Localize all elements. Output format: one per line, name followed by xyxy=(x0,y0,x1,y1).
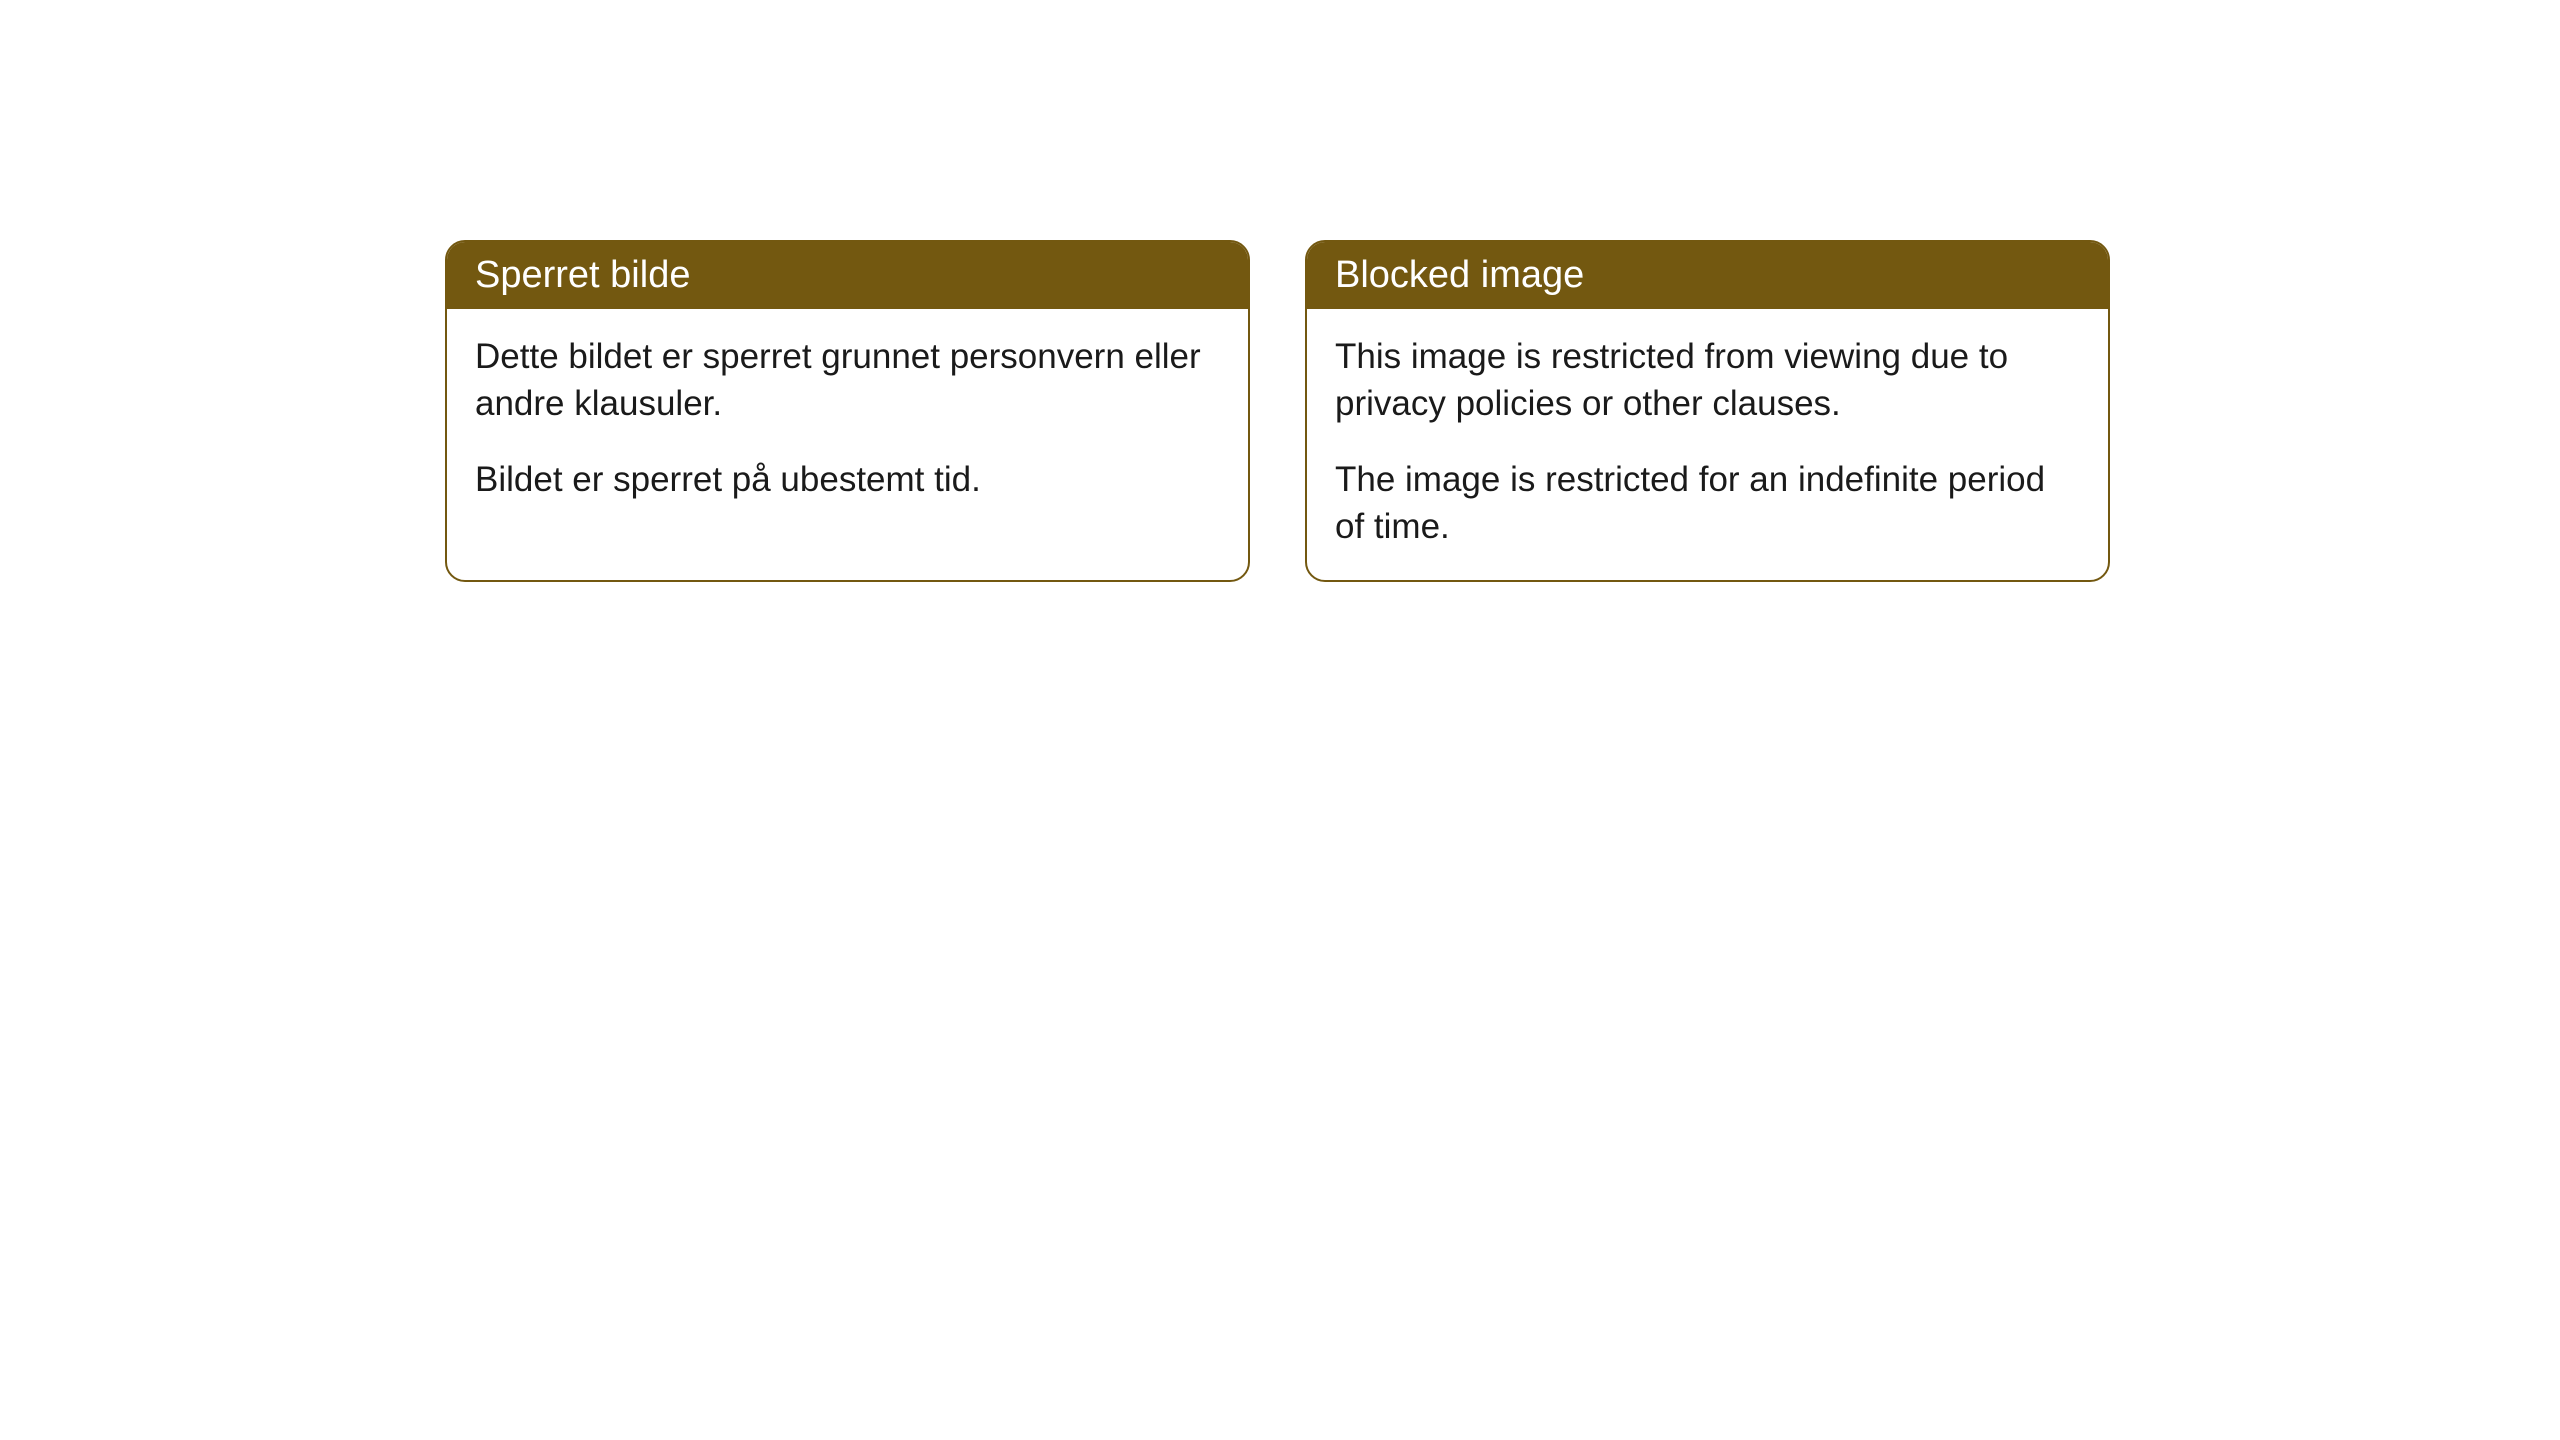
card-norwegian: Sperret bilde Dette bildet er sperret gr… xyxy=(445,240,1250,582)
card-paragraph: Dette bildet er sperret grunnet personve… xyxy=(475,333,1220,428)
card-paragraph: Bildet er sperret på ubestemt tid. xyxy=(475,456,1220,503)
card-header-norwegian: Sperret bilde xyxy=(447,242,1248,309)
card-body-english: This image is restricted from viewing du… xyxy=(1307,309,2108,580)
card-paragraph: This image is restricted from viewing du… xyxy=(1335,333,2080,428)
card-english: Blocked image This image is restricted f… xyxy=(1305,240,2110,582)
card-header-english: Blocked image xyxy=(1307,242,2108,309)
cards-container: Sperret bilde Dette bildet er sperret gr… xyxy=(445,240,2110,582)
card-body-norwegian: Dette bildet er sperret grunnet personve… xyxy=(447,309,1248,533)
card-paragraph: The image is restricted for an indefinit… xyxy=(1335,456,2080,551)
